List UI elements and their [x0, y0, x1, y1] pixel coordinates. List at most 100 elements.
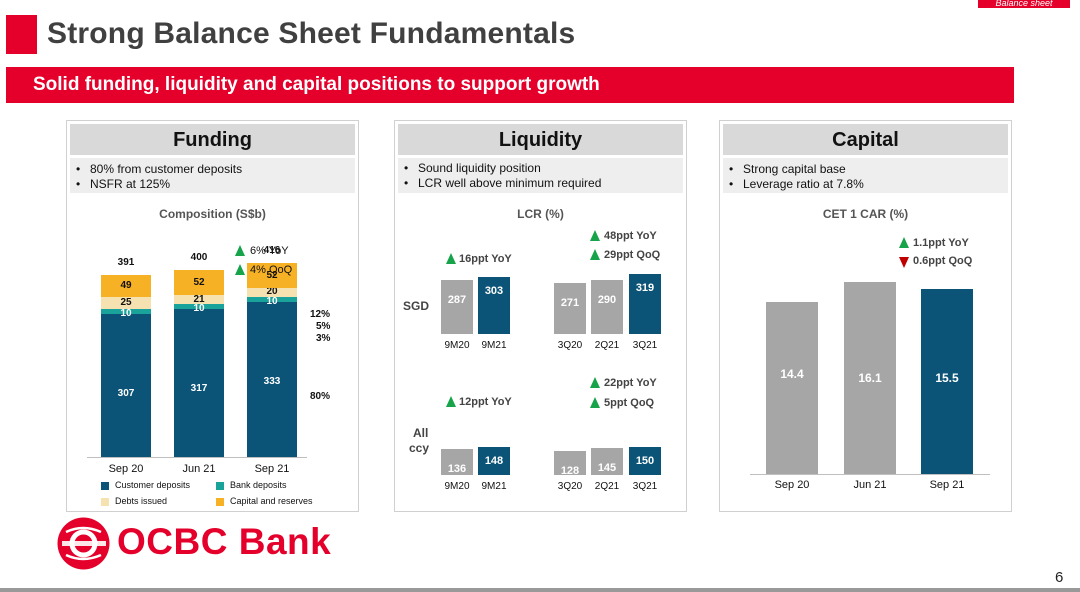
sgd-change: 16ppt YoY — [459, 253, 512, 265]
lcr-bar — [591, 279, 623, 334]
lcr-bar-value: 150 — [635, 454, 655, 467]
cet1-bar-value: 16.1 — [858, 371, 882, 385]
footer-line — [0, 588, 1080, 592]
mix-pct: 5% — [316, 321, 331, 332]
lcr-bar — [629, 446, 661, 475]
funding-header: Funding — [70, 124, 355, 155]
bullet: LCR well above minimum required — [404, 176, 601, 190]
up-arrow-icon — [899, 237, 909, 248]
lcr-bar — [554, 283, 586, 334]
x-tick-label: 3Q21 — [632, 481, 658, 492]
up-arrow-icon — [590, 249, 600, 260]
x-tick-label: 3Q20 — [557, 481, 583, 492]
segment-label: 333 — [263, 376, 281, 387]
up-arrow-icon — [235, 245, 245, 256]
bar-total-label: 391 — [117, 256, 135, 268]
liquidity-panel: Liquidity Sound liquidity position LCR w… — [394, 120, 687, 512]
down-arrow-icon — [899, 257, 909, 268]
lcr-bar-value: 128 — [560, 464, 580, 477]
bullet: NSFR at 125% — [76, 177, 170, 191]
lcr-bar — [478, 447, 510, 475]
bar-total-label: 400 — [190, 252, 208, 264]
stacked-bar-segment — [247, 263, 297, 288]
capital-change-yoy: 1.1ppt YoY — [913, 237, 969, 249]
up-arrow-icon — [590, 377, 600, 388]
section-tag: Balance sheet — [978, 0, 1070, 8]
lcr-bar — [478, 277, 510, 334]
x-tick-label: 2Q21 — [594, 340, 620, 351]
sgd-change: 29ppt QoQ — [604, 249, 661, 261]
bullet: Strong capital base — [729, 162, 846, 176]
x-tick-label: 9M21 — [481, 340, 507, 351]
funding-growth-qoq: 4% QoQ — [250, 264, 293, 276]
x-tick-label: Sep 20 — [108, 463, 144, 475]
x-tick-label: Sep 21 — [929, 479, 965, 491]
mix-pct: 3% — [316, 333, 331, 344]
lcr-bar-value: 148 — [484, 455, 504, 468]
logo-wordmark: OCBC Bank — [117, 521, 332, 562]
lcr-bar-value: 290 — [597, 293, 617, 306]
stacked-bar-segment — [247, 287, 297, 297]
capital-bullets: Strong capital base Leverage ratio at 7.… — [723, 158, 1008, 193]
bullet: Sound liquidity position — [404, 161, 541, 175]
segment-label: 307 — [117, 388, 135, 400]
cet1-bar-value: 14.4 — [780, 367, 804, 382]
all-change: 5ppt QoQ — [604, 397, 655, 409]
funding-growth-yoy: 6% YoY — [250, 245, 289, 257]
up-arrow-icon — [446, 396, 456, 407]
lcr-bar — [554, 450, 586, 475]
x-tick-label: 9M20 — [444, 340, 470, 351]
legend-swatch — [101, 482, 109, 490]
cet1-bar — [921, 289, 973, 474]
cet1-chart: 14.4 Sep 20 16.1 Jun 21 15.5 Sep 21 — [720, 121, 1011, 511]
bar-total-label: 416 — [263, 245, 281, 257]
x-tick-label: 2Q21 — [594, 481, 620, 492]
liquidity-bullets: Sound liquidity position LCR well above … — [398, 158, 683, 193]
cet1-bar — [766, 302, 818, 474]
segment-label: 20 — [266, 286, 278, 298]
legend-swatch — [101, 498, 109, 506]
legend-label: Debts issued — [115, 496, 168, 506]
stacked-bar-segment — [101, 274, 151, 298]
x-axis-line — [87, 457, 307, 458]
legend-label: Customer deposits — [115, 480, 191, 490]
lcr-bar — [441, 449, 473, 475]
lcr-bar-value: 303 — [484, 285, 504, 298]
x-tick-label: 9M20 — [444, 481, 470, 492]
bullet: Leverage ratio at 7.8% — [729, 177, 864, 191]
stacked-bar-segment — [247, 297, 297, 302]
x-tick-label: Jun 21 — [853, 479, 887, 491]
segment-label: 49 — [120, 280, 132, 292]
segment-label: 317 — [190, 383, 208, 395]
mix-pct: 80% — [310, 391, 331, 402]
lcr-bar — [629, 274, 661, 334]
liquidity-header: Liquidity — [398, 124, 683, 155]
stacked-bar-segment — [174, 309, 224, 457]
capital-header: Capital — [723, 124, 1008, 155]
up-arrow-icon — [235, 264, 245, 275]
funding-bullets: 80% from customer deposits NSFR at 125% — [70, 158, 355, 193]
stacked-bar-segment — [174, 294, 224, 305]
page-number: 6 — [1055, 569, 1064, 586]
lcr-bar-value: 145 — [597, 461, 617, 474]
all-change: 22ppt YoY — [604, 377, 657, 389]
x-tick-label: 3Q20 — [557, 340, 583, 351]
cet1-bar-value: 15.5 — [935, 371, 959, 386]
stacked-bar-segment — [247, 302, 297, 457]
stacked-bar-segment — [174, 304, 224, 310]
segment-label: 10 — [266, 296, 278, 307]
legend-label: Capital and reserves — [230, 496, 313, 506]
segment-label: 10 — [193, 303, 205, 315]
capital-panel: Capital Strong capital base Leverage rat… — [719, 120, 1012, 512]
x-tick-label: 9M21 — [481, 481, 507, 492]
bullet: 80% from customer deposits — [76, 162, 242, 176]
mix-pct: 12% — [310, 309, 331, 320]
segment-label: 52 — [193, 276, 205, 288]
stacked-bar-segment — [101, 297, 151, 310]
lcr-bar-value: 319 — [635, 282, 655, 295]
lcr-bar-value: 287 — [447, 294, 467, 307]
funding-panel: Funding 80% from customer deposits NSFR … — [66, 120, 359, 512]
legend-swatch — [216, 482, 224, 490]
segment-label: 52 — [266, 269, 278, 281]
row-label-ccy: ccy — [409, 441, 430, 455]
